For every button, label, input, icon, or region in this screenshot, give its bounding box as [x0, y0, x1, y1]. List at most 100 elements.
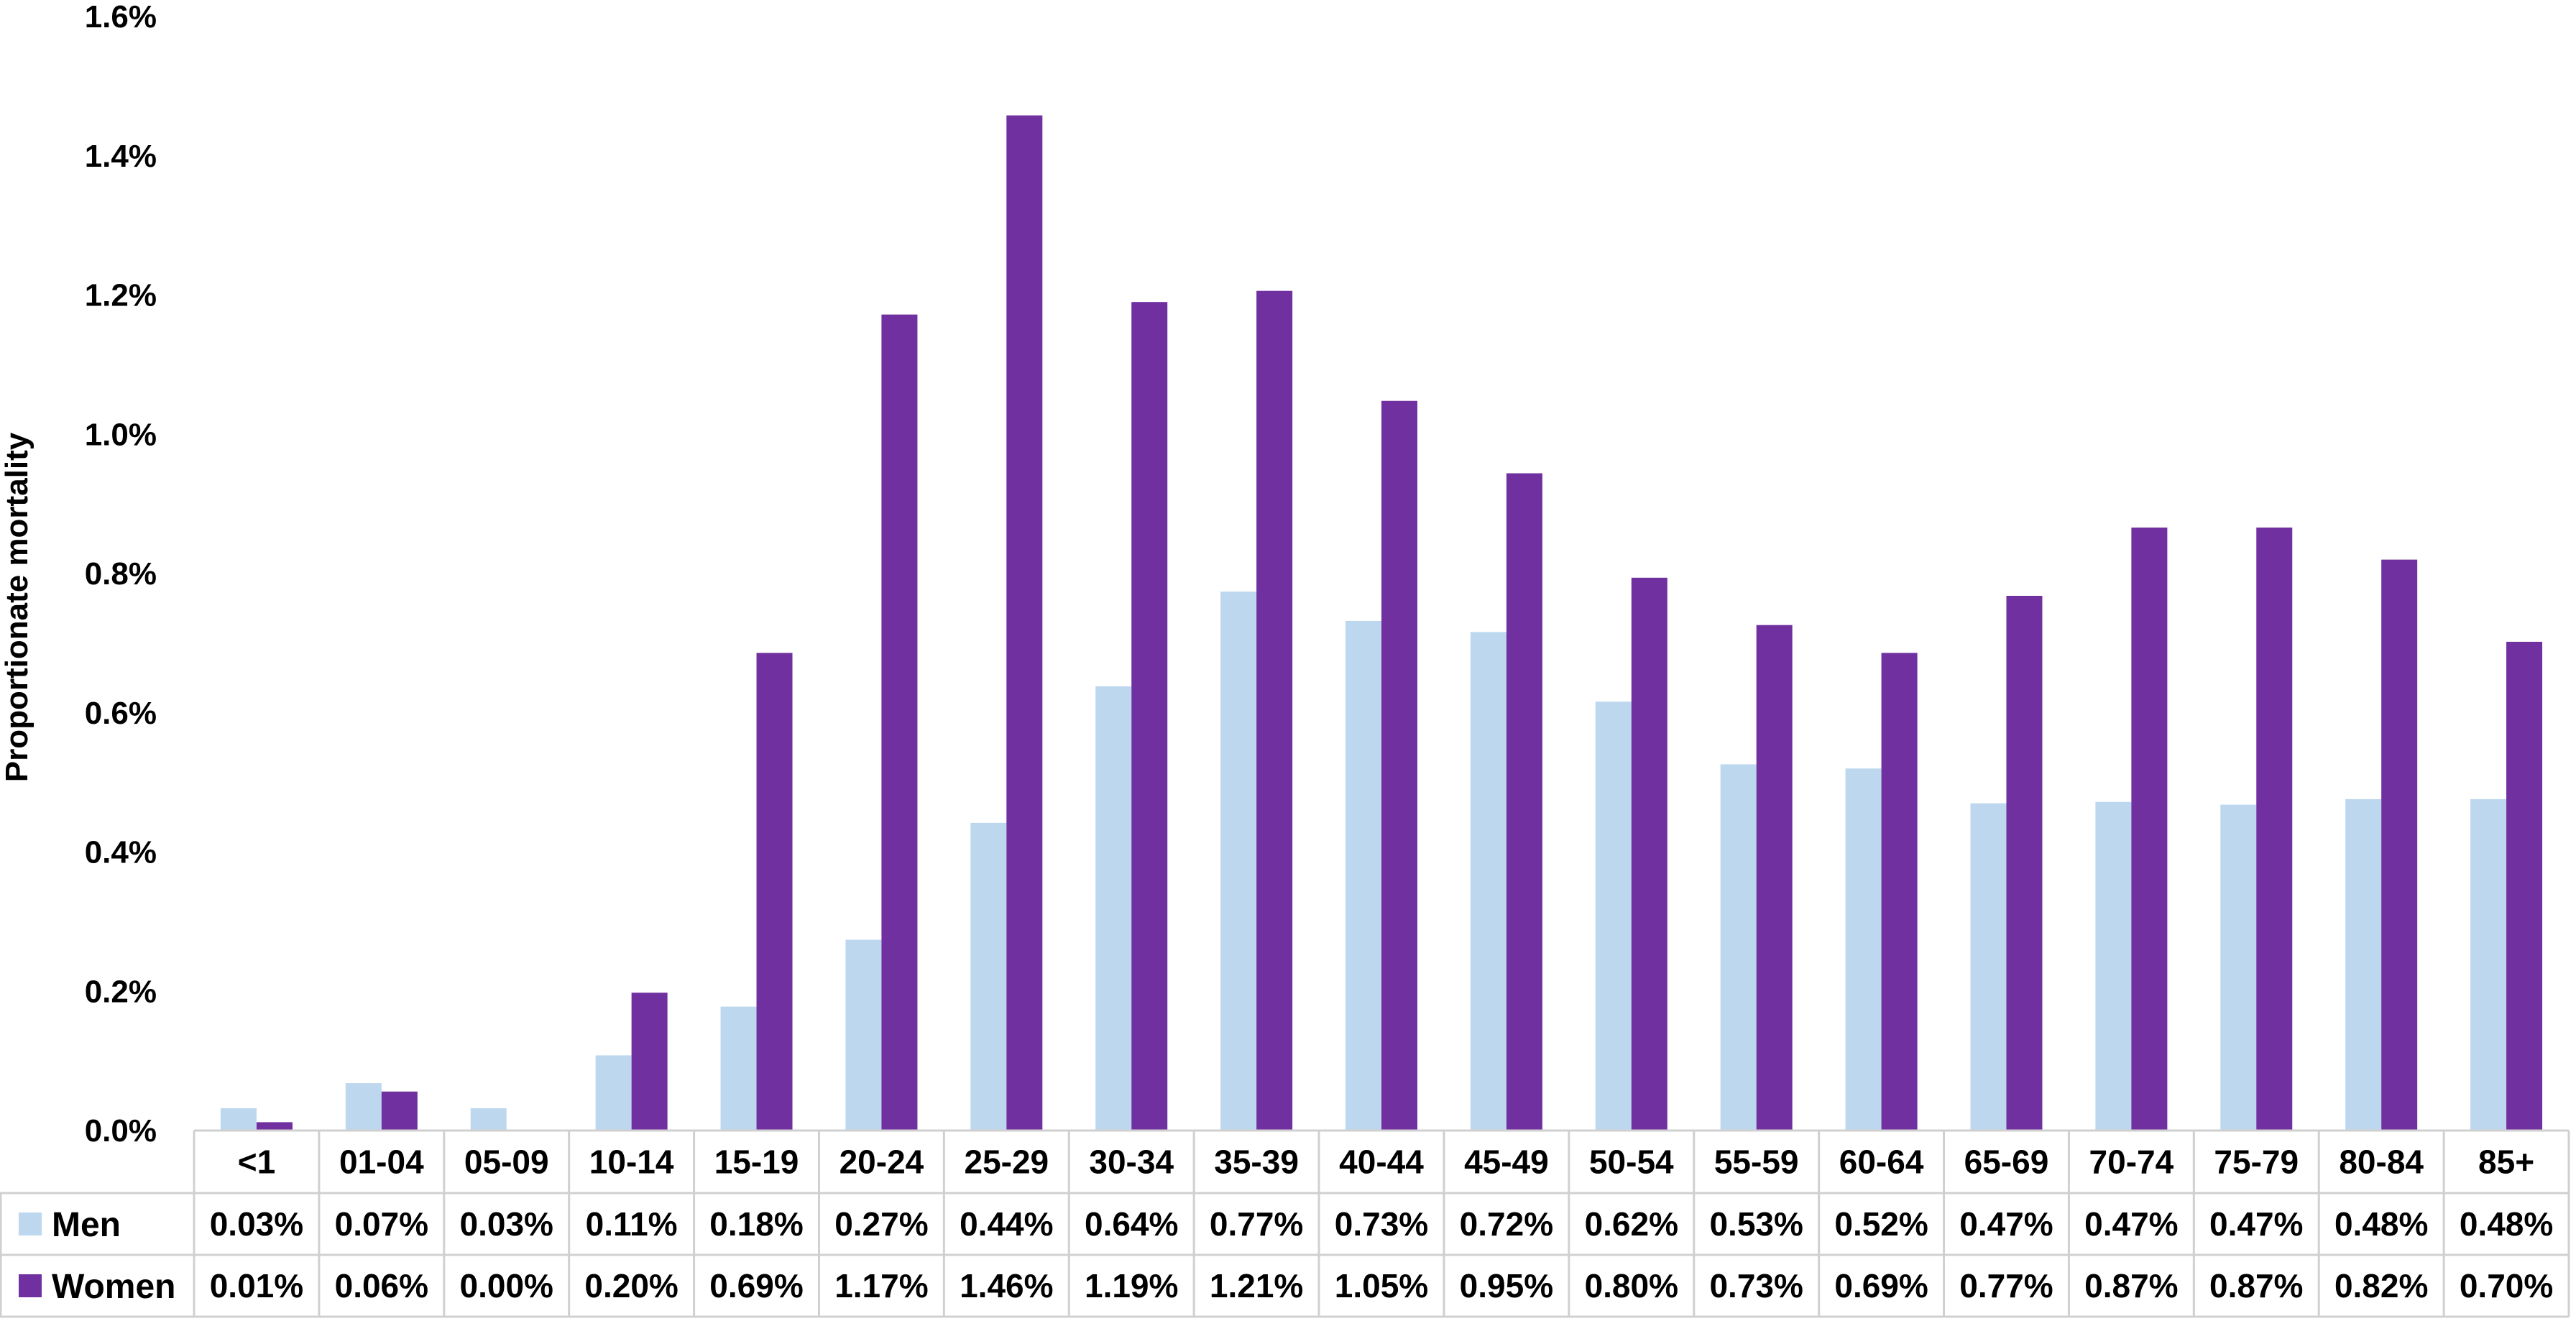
- data-label-men: 0.52%: [1834, 1205, 1928, 1243]
- data-label-men: 0.18%: [709, 1205, 803, 1243]
- legend-label-men: Men: [52, 1206, 121, 1244]
- x-category-label: 05-09: [464, 1143, 549, 1181]
- legend-label-women: Women: [52, 1268, 175, 1306]
- x-category-label: 60-64: [1839, 1143, 1924, 1181]
- x-category-label: <1: [238, 1143, 275, 1181]
- bar-women-1: [381, 1091, 418, 1131]
- data-label-men: 0.62%: [1585, 1205, 1678, 1243]
- x-category-label: 55-59: [1714, 1143, 1799, 1181]
- data-label-women: 1.05%: [1335, 1267, 1428, 1304]
- bar-men-8: [1220, 592, 1257, 1131]
- y-tick-label: 0.8%: [85, 556, 157, 592]
- bar-men-12: [1720, 764, 1757, 1131]
- data-label-men: 0.48%: [2460, 1205, 2553, 1243]
- bar-men-1: [345, 1083, 382, 1131]
- x-category-label: 85+: [2478, 1143, 2534, 1181]
- data-label-men: 0.07%: [335, 1205, 428, 1243]
- bar-men-6: [970, 822, 1007, 1131]
- data-label-women: 0.77%: [1959, 1267, 2053, 1304]
- data-label-men: 0.11%: [586, 1205, 678, 1243]
- bar-women-3: [631, 993, 668, 1131]
- data-label-women: 0.73%: [1709, 1267, 1803, 1304]
- x-category-label: 80-84: [2339, 1143, 2424, 1181]
- y-axis-ticks: 0.0% 0.2% 0.4% 0.6% 0.8% 1.0% 1.2% 1.4% 1.6%: [85, 0, 157, 1149]
- bar-men-4: [720, 1006, 757, 1131]
- bar-men-10: [1470, 632, 1506, 1131]
- bar-women-0: [256, 1122, 293, 1131]
- bar-women-12: [1756, 625, 1793, 1131]
- data-label-men: 0.44%: [960, 1205, 1053, 1243]
- x-category-label: 70-74: [2089, 1143, 2174, 1181]
- data-label-men: 0.47%: [1959, 1205, 2053, 1243]
- bar-women-4: [756, 653, 793, 1131]
- bar-women-8: [1256, 290, 1293, 1131]
- data-label-women: 0.87%: [2084, 1267, 2178, 1304]
- data-label-women: 0.95%: [1460, 1267, 1553, 1304]
- data-table: <1 01-04 05-09 10-14 15-19 20-24 25-29 30-34 35-…: [0, 1129, 2570, 1318]
- x-category-label: 65-69: [1964, 1143, 2049, 1181]
- data-label-women: 0.20%: [584, 1267, 678, 1304]
- bar-men-5: [845, 939, 882, 1131]
- data-label-men: 0.48%: [2334, 1205, 2428, 1243]
- bar-women-16: [2256, 528, 2293, 1131]
- bar-men-11: [1595, 701, 1632, 1131]
- x-category-label: 45-49: [1464, 1143, 1549, 1181]
- y-tick-label: 1.4%: [85, 139, 157, 174]
- data-label-women: 1.17%: [834, 1267, 928, 1304]
- data-label-women: 1.19%: [1085, 1267, 1178, 1304]
- x-category-label: 75-79: [2214, 1143, 2299, 1181]
- x-category-label: 40-44: [1339, 1143, 1424, 1181]
- x-category-label: 50-54: [1589, 1143, 1674, 1181]
- bar-men-9: [1346, 620, 1381, 1131]
- bar-men-2: [470, 1108, 507, 1131]
- data-label-men: 0.27%: [834, 1205, 928, 1243]
- legend-swatch-men: [19, 1212, 42, 1235]
- bar-women-17: [2381, 559, 2418, 1131]
- bar-women-18: [2506, 641, 2543, 1131]
- bar-men-7: [1095, 686, 1132, 1131]
- data-label-men: 0.03%: [460, 1205, 553, 1243]
- data-label-women: 0.69%: [709, 1267, 803, 1304]
- x-category-label: 10-14: [589, 1143, 674, 1181]
- data-label-men: 0.47%: [2209, 1205, 2303, 1243]
- data-label-men: 0.77%: [1210, 1205, 1303, 1243]
- x-category-label: 01-04: [339, 1143, 424, 1181]
- y-tick-label: 0.0%: [85, 1113, 157, 1149]
- bar-women-13: [1881, 653, 1918, 1131]
- legend-swatch-women: [19, 1274, 42, 1297]
- data-label-women: 1.46%: [960, 1267, 1053, 1304]
- y-tick-label: 1.0%: [85, 417, 157, 452]
- bar-women-7: [1131, 302, 1168, 1131]
- x-category-label: 15-19: [714, 1143, 799, 1181]
- bar-men-15: [2095, 801, 2132, 1131]
- y-tick-label: 1.2%: [85, 278, 157, 313]
- data-label-women: 0.82%: [2334, 1267, 2428, 1304]
- data-label-women: 0.70%: [2460, 1267, 2553, 1304]
- y-tick-label: 0.6%: [85, 696, 157, 731]
- bar-men-18: [2470, 798, 2507, 1131]
- data-label-women: 0.06%: [335, 1267, 428, 1304]
- bar-women-11: [1631, 577, 1668, 1131]
- data-label-women: 1.21%: [1210, 1267, 1303, 1304]
- data-label-men: 0.47%: [2084, 1205, 2178, 1243]
- data-label-women: 0.87%: [2209, 1267, 2303, 1304]
- bar-women-10: [1506, 473, 1542, 1131]
- bar-men-13: [1845, 768, 1882, 1131]
- data-label-women: 0.80%: [1585, 1267, 1678, 1304]
- bar-men-16: [2220, 804, 2257, 1131]
- y-tick-label: 0.2%: [85, 974, 157, 1009]
- data-label-men: 0.03%: [210, 1205, 303, 1243]
- y-tick-label: 0.4%: [85, 835, 157, 870]
- bar-women-6: [1006, 115, 1043, 1131]
- bar-women-9: [1381, 400, 1417, 1131]
- bar-women-15: [2131, 528, 2168, 1131]
- bar-men-0: [220, 1108, 257, 1131]
- data-label-men: 0.72%: [1460, 1205, 1553, 1243]
- y-axis-title: Proportionate mortality: [0, 432, 34, 782]
- data-label-women: 0.69%: [1834, 1267, 1928, 1304]
- x-category-label: 35-39: [1214, 1143, 1299, 1181]
- x-category-label: 30-34: [1089, 1143, 1174, 1181]
- data-label-men: 0.73%: [1335, 1205, 1428, 1243]
- data-label-men: 0.64%: [1085, 1205, 1178, 1243]
